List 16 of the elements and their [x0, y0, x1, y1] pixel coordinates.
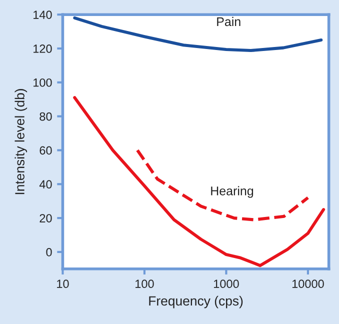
y-tick-label: 20: [40, 214, 52, 222]
y-tick-label: 80: [40, 112, 52, 121]
series-label: Pain: [217, 16, 240, 26]
y-tick-label: 0: [46, 248, 52, 256]
x-tick-label: 100: [136, 280, 154, 288]
x-axis-title: Frequency (cps): [149, 296, 243, 308]
x-tick-label: 1000: [214, 280, 239, 288]
y-tick-label: 100: [34, 78, 52, 87]
x-tick-label: 10: [57, 280, 69, 288]
y-tick-label: 120: [34, 44, 52, 53]
y-tick-label: 140: [34, 10, 52, 19]
y-tick-label: 40: [39, 180, 52, 189]
series-label: Hearing: [211, 186, 254, 198]
y-axis-title: Intensity level (db): [14, 89, 28, 194]
y-tick-label: 60: [40, 146, 52, 155]
x-tick-label: 10000: [292, 280, 324, 288]
